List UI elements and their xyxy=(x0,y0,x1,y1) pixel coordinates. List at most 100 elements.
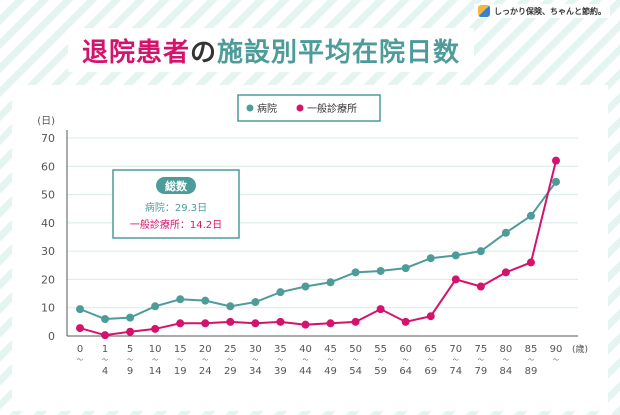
data-point-0-3 xyxy=(151,302,160,311)
x-tick-range-mark-4: 〜 xyxy=(177,357,183,364)
x-tick-label-bottom-1: 4 xyxy=(102,366,108,377)
x-tick-label-bottom-7: 34 xyxy=(249,366,262,377)
data-point-1-10 xyxy=(326,319,335,328)
title-box: 退院患者の施設別平均在院日数 xyxy=(68,28,475,72)
x-tick-label-top-4: 15 xyxy=(174,344,187,355)
data-point-1-7 xyxy=(251,319,260,328)
x-tick-label-top-12: 55 xyxy=(374,344,387,355)
x-tick-label-bottom-8: 39 xyxy=(274,366,287,377)
x-tick-label-bottom-3: 14 xyxy=(149,366,162,377)
x-tick-label-top-17: 80 xyxy=(500,344,513,355)
data-point-1-4 xyxy=(176,319,185,328)
data-point-0-18 xyxy=(526,211,535,220)
y-tick-label-30: 30 xyxy=(41,245,55,258)
x-tick-label-top-8: 35 xyxy=(274,344,287,355)
data-point-0-8 xyxy=(276,288,285,297)
x-tick-label-bottom-14: 69 xyxy=(424,366,437,377)
title-part-2: の xyxy=(190,37,218,68)
data-point-1-14 xyxy=(426,312,435,321)
data-point-1-13 xyxy=(401,317,410,326)
data-point-1-6 xyxy=(226,317,235,326)
x-tick-label-bottom-9: 44 xyxy=(299,366,312,377)
x-tick-range-mark-10: 〜 xyxy=(328,357,334,364)
x-tick-label-top-16: 75 xyxy=(474,344,487,355)
y-tick-label-20: 20 xyxy=(41,273,55,286)
data-point-0-14 xyxy=(426,254,435,263)
summary-hospital-text: 病院：29.3日 xyxy=(145,201,207,214)
x-tick-range-mark-6: 〜 xyxy=(227,357,233,364)
x-tick-range-mark-9: 〜 xyxy=(302,357,308,364)
x-tick-label-bottom-6: 29 xyxy=(224,366,237,377)
data-point-1-17 xyxy=(501,268,510,277)
legend-label-1: 一般診療所 xyxy=(307,102,357,115)
x-tick-label-top-11: 50 xyxy=(349,344,362,355)
x-tick-label-bottom-10: 49 xyxy=(324,366,337,377)
x-tick-range-mark-13: 〜 xyxy=(403,357,409,364)
y-tick-label-40: 40 xyxy=(41,217,55,230)
data-point-0-0 xyxy=(76,305,84,314)
x-tick-range-mark-15: 〜 xyxy=(453,357,459,364)
y-tick-label-10: 10 xyxy=(41,302,55,315)
x-tick-range-mark-17: 〜 xyxy=(503,357,509,364)
data-point-1-3 xyxy=(151,324,160,333)
data-point-1-18 xyxy=(526,258,535,267)
page-title: 退院患者の施設別平均在院日数 xyxy=(82,32,460,69)
summary-heading-pill xyxy=(156,177,196,194)
data-point-1-1 xyxy=(101,331,110,340)
x-tick-range-mark-12: 〜 xyxy=(378,357,384,364)
x-tick-label-top-13: 60 xyxy=(399,344,412,355)
x-tick-label-bottom-15: 74 xyxy=(449,366,462,377)
legend-box xyxy=(237,94,381,122)
data-point-1-12 xyxy=(376,305,385,314)
data-point-0-11 xyxy=(351,268,360,277)
title-part-1: 退院患者 xyxy=(82,37,191,68)
x-tick-label-bottom-2: 9 xyxy=(127,366,133,377)
data-point-1-0 xyxy=(76,324,84,333)
data-point-0-16 xyxy=(476,247,485,256)
data-point-0-1 xyxy=(101,315,110,324)
data-point-0-13 xyxy=(401,264,410,273)
title-part-3: 施設別平均在院日数 xyxy=(217,37,461,68)
x-tick-label-top-1: 1 xyxy=(102,344,108,355)
x-tick-label-top-14: 65 xyxy=(424,344,437,355)
data-point-0-2 xyxy=(126,313,135,322)
x-tick-range-mark-2: 〜 xyxy=(127,357,133,364)
brand-name: しっかり保険、ちゃんと節約。 xyxy=(494,6,606,16)
series-line-0 xyxy=(79,181,557,321)
data-point-1-2 xyxy=(126,327,135,336)
y-tick-label-0: 0 xyxy=(48,330,55,343)
brand: しっかり保険、ちゃんと節約。 xyxy=(474,4,610,18)
x-tick-label-top-5: 20 xyxy=(199,344,212,355)
summary-heading: 総数 xyxy=(165,179,188,193)
legend-marker-0 xyxy=(246,104,254,112)
data-point-1-5 xyxy=(201,319,210,328)
data-point-1-19 xyxy=(552,156,560,165)
data-point-0-9 xyxy=(301,282,310,291)
summary-clinic-text: 一般診療所：14.2日 xyxy=(130,218,222,231)
x-tick-label-top-7: 30 xyxy=(249,344,262,355)
data-point-1-9 xyxy=(301,320,310,329)
x-tick-range-mark-8: 〜 xyxy=(277,357,283,364)
y-unit-label: (日) xyxy=(37,116,55,127)
data-point-0-10 xyxy=(326,278,335,287)
x-tick-range-mark-1: 〜 xyxy=(102,357,108,364)
x-tick-range-mark-7: 〜 xyxy=(252,357,258,364)
x-tick-range-mark-11: 〜 xyxy=(353,357,359,364)
x-tick-label-bottom-17: 84 xyxy=(500,366,513,377)
data-point-1-8 xyxy=(276,317,285,326)
x-unit-label: (歳) xyxy=(572,343,588,355)
x-tick-label-top-0: 0 xyxy=(77,344,83,355)
y-tick-label-50: 50 xyxy=(41,189,55,202)
data-point-1-15 xyxy=(451,275,460,284)
data-point-0-5 xyxy=(201,296,210,305)
data-point-0-19 xyxy=(552,177,560,186)
data-point-1-16 xyxy=(476,282,485,291)
legend-label-0: 病院 xyxy=(257,102,277,115)
x-tick-label-top-9: 40 xyxy=(299,344,312,355)
data-point-0-17 xyxy=(501,228,510,237)
x-tick-label-bottom-11: 54 xyxy=(349,366,362,377)
x-tick-label-top-3: 10 xyxy=(149,344,162,355)
data-point-0-15 xyxy=(451,251,460,260)
legend-marker-1 xyxy=(296,104,304,112)
data-point-0-7 xyxy=(251,298,260,307)
